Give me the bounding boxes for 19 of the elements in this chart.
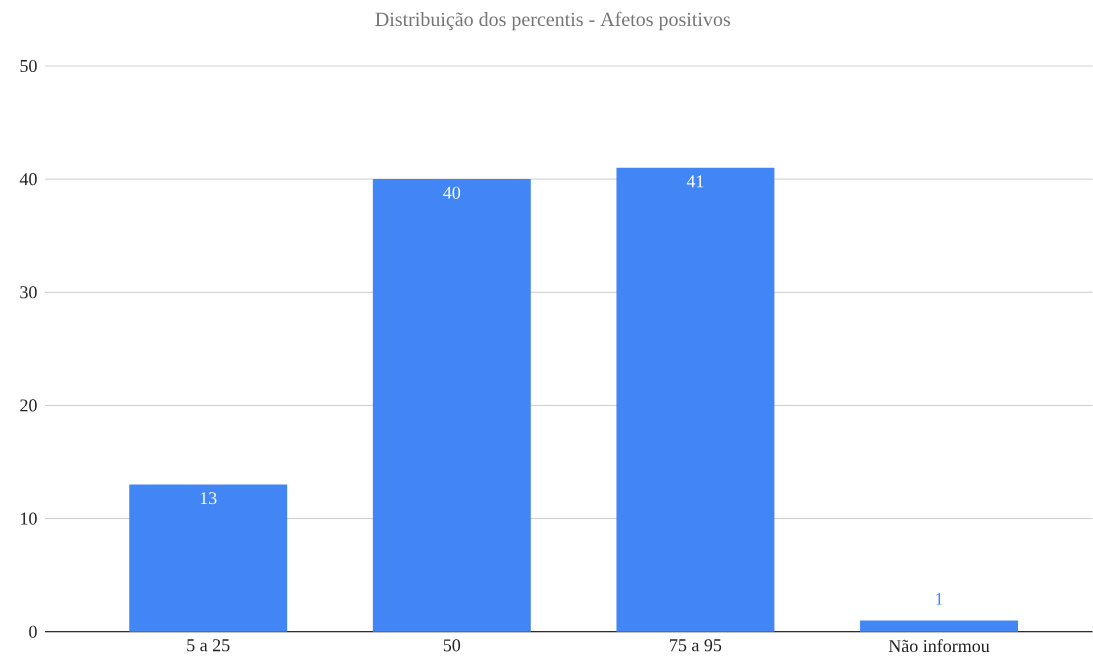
y-tick-label: 30 xyxy=(20,286,37,299)
x-tick-label: 5 a 25 xyxy=(187,639,230,652)
x-tick-label: 50 xyxy=(443,639,461,652)
data-label: 41 xyxy=(686,175,704,188)
bar xyxy=(860,620,1018,632)
y-tick-label: 10 xyxy=(21,512,37,525)
x-tick-label: Não informou xyxy=(888,639,990,653)
y-tick-label: 40 xyxy=(19,173,37,186)
x-tick-label: 75 a 95 xyxy=(670,639,722,652)
bar xyxy=(129,484,288,632)
chart-title: Distribuição dos percentis - Afetos positivos xyxy=(375,11,730,31)
data-label: 1 xyxy=(936,593,943,606)
data-label: 40 xyxy=(443,186,461,199)
bar xyxy=(372,179,531,632)
y-tick-label: 20 xyxy=(20,399,37,412)
data-label: 13 xyxy=(200,492,217,505)
y-tick-label: 0 xyxy=(29,625,37,638)
y-tick-label: 50 xyxy=(20,60,37,73)
bar xyxy=(616,167,775,632)
